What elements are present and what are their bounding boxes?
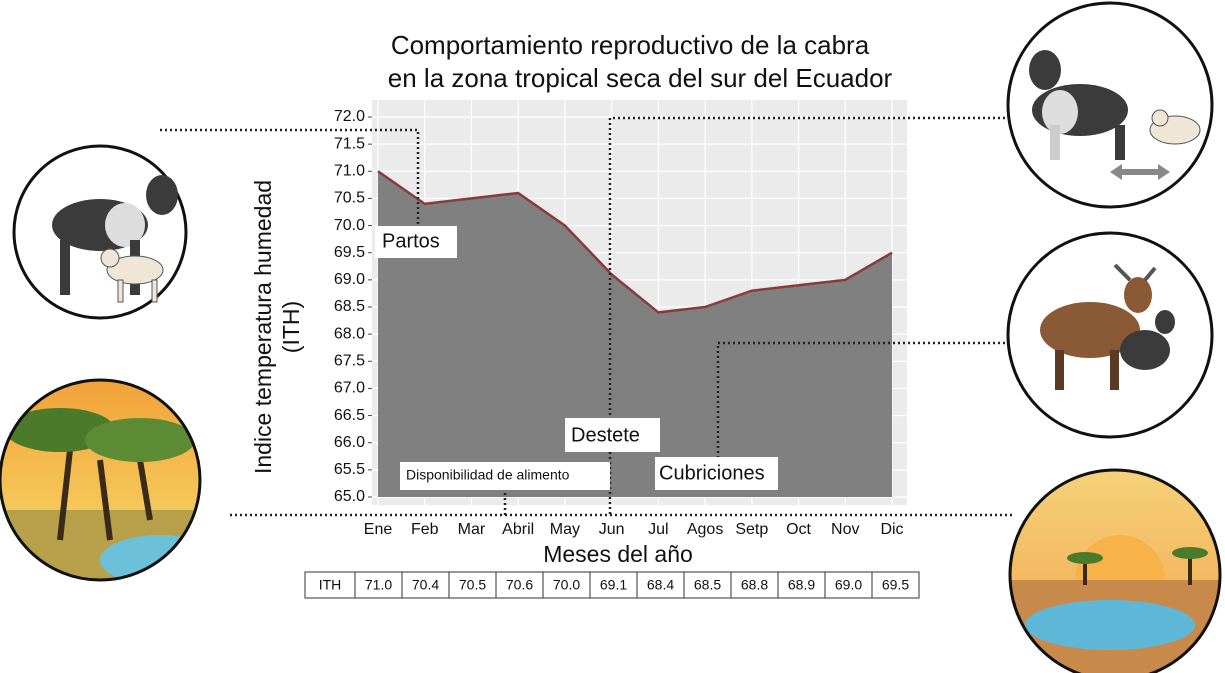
annotation: Partos	[382, 230, 440, 252]
x-tick-label: May	[550, 521, 580, 538]
x-tick-label: Dic	[880, 521, 903, 538]
x-tick-label: Agos	[687, 521, 723, 538]
x-axis-label: Meses del año	[543, 541, 693, 567]
y-tick-label: 72.0	[334, 108, 365, 125]
table-value: 71.0	[365, 577, 392, 593]
ith-table: ITH 71.0 70.4 70.5 70.6 70.0 69.1 68.4 68.5 68.8 6…	[305, 572, 919, 598]
annotation: Cubriciones	[659, 462, 765, 484]
illustration-goats-mating	[1008, 233, 1212, 437]
illustration-goat-kid	[14, 146, 186, 318]
chart-title: Comportamiento reproductivo de la cabra	[391, 30, 870, 60]
annotation: Destete	[571, 424, 640, 446]
table-value: 69.5	[882, 577, 909, 593]
y-tick-label: 66.0	[334, 434, 365, 451]
x-tick-label: Jul	[648, 521, 668, 538]
x-tick-label: Nov	[831, 521, 859, 538]
table-value: 68.8	[741, 577, 768, 593]
y-tick-label: 68.5	[334, 298, 365, 315]
table-value: 69.0	[835, 577, 862, 593]
y-tick-label: 69.0	[334, 271, 365, 288]
y-tick-label: 69.5	[334, 244, 365, 261]
x-tick-label: Feb	[411, 521, 439, 538]
y-tick-label: 71.5	[334, 135, 365, 152]
illustration-sunset	[1005, 465, 1225, 673]
illustration-savanna	[0, 380, 220, 585]
annotation: Disponibilidad de alimento	[406, 467, 570, 483]
y-axis-label: Indice temperatura humedad	[250, 180, 276, 474]
table-value: 69.1	[600, 577, 627, 593]
chart-title: en la zona tropical seca del sur del Ecu…	[388, 63, 893, 93]
table-value: 70.4	[412, 577, 439, 593]
y-tick-label: 66.5	[334, 407, 365, 424]
table-value: 68.9	[788, 577, 815, 593]
y-tick-label: 65.0	[334, 488, 365, 505]
table-header: ITH	[319, 577, 342, 593]
table-value: 68.5	[694, 577, 721, 593]
y-tick-label: 71.0	[334, 163, 365, 180]
table-value: 70.6	[506, 577, 533, 593]
x-tick-label: Jun	[599, 521, 625, 538]
illustration-goat-kid-right	[1008, 3, 1212, 207]
y-axis-label: (ITH)	[278, 301, 304, 353]
x-tick-label: Oct	[786, 521, 811, 538]
x-tick-label: Ene	[364, 521, 393, 538]
x-tick-label: Abril	[502, 521, 534, 538]
y-tick-label: 67.0	[334, 380, 365, 397]
table-value: 68.4	[647, 577, 674, 593]
y-tick-label: 68.0	[334, 325, 365, 342]
y-tick-label: 65.5	[334, 461, 365, 478]
table-value: 70.0	[553, 577, 580, 593]
y-tick-label: 67.5	[334, 353, 365, 370]
x-tick-label: Mar	[458, 521, 486, 538]
x-tick-label: Setp	[735, 521, 768, 538]
table-value: 70.5	[459, 577, 486, 593]
y-tick-label: 70.5	[334, 190, 365, 207]
y-tick-label: 70.0	[334, 217, 365, 234]
infographic: 65.0 65.5 66.0 66.5 67.0 67.5 68.0 68.5 69.0 69.5…	[0, 0, 1225, 673]
